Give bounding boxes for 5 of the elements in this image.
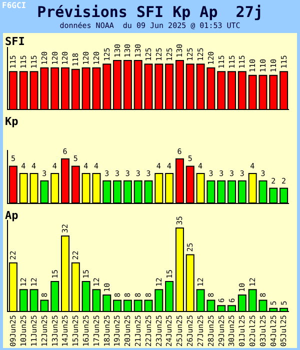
y-axis-title: Ap [5,209,19,222]
text: F6GCI [2,1,26,10]
y-axis-title: Kp [5,115,19,128]
y-axis-title: SFI [5,35,25,48]
chart-title: Prévisions SFI Kp Ap 27j [37,3,263,21]
